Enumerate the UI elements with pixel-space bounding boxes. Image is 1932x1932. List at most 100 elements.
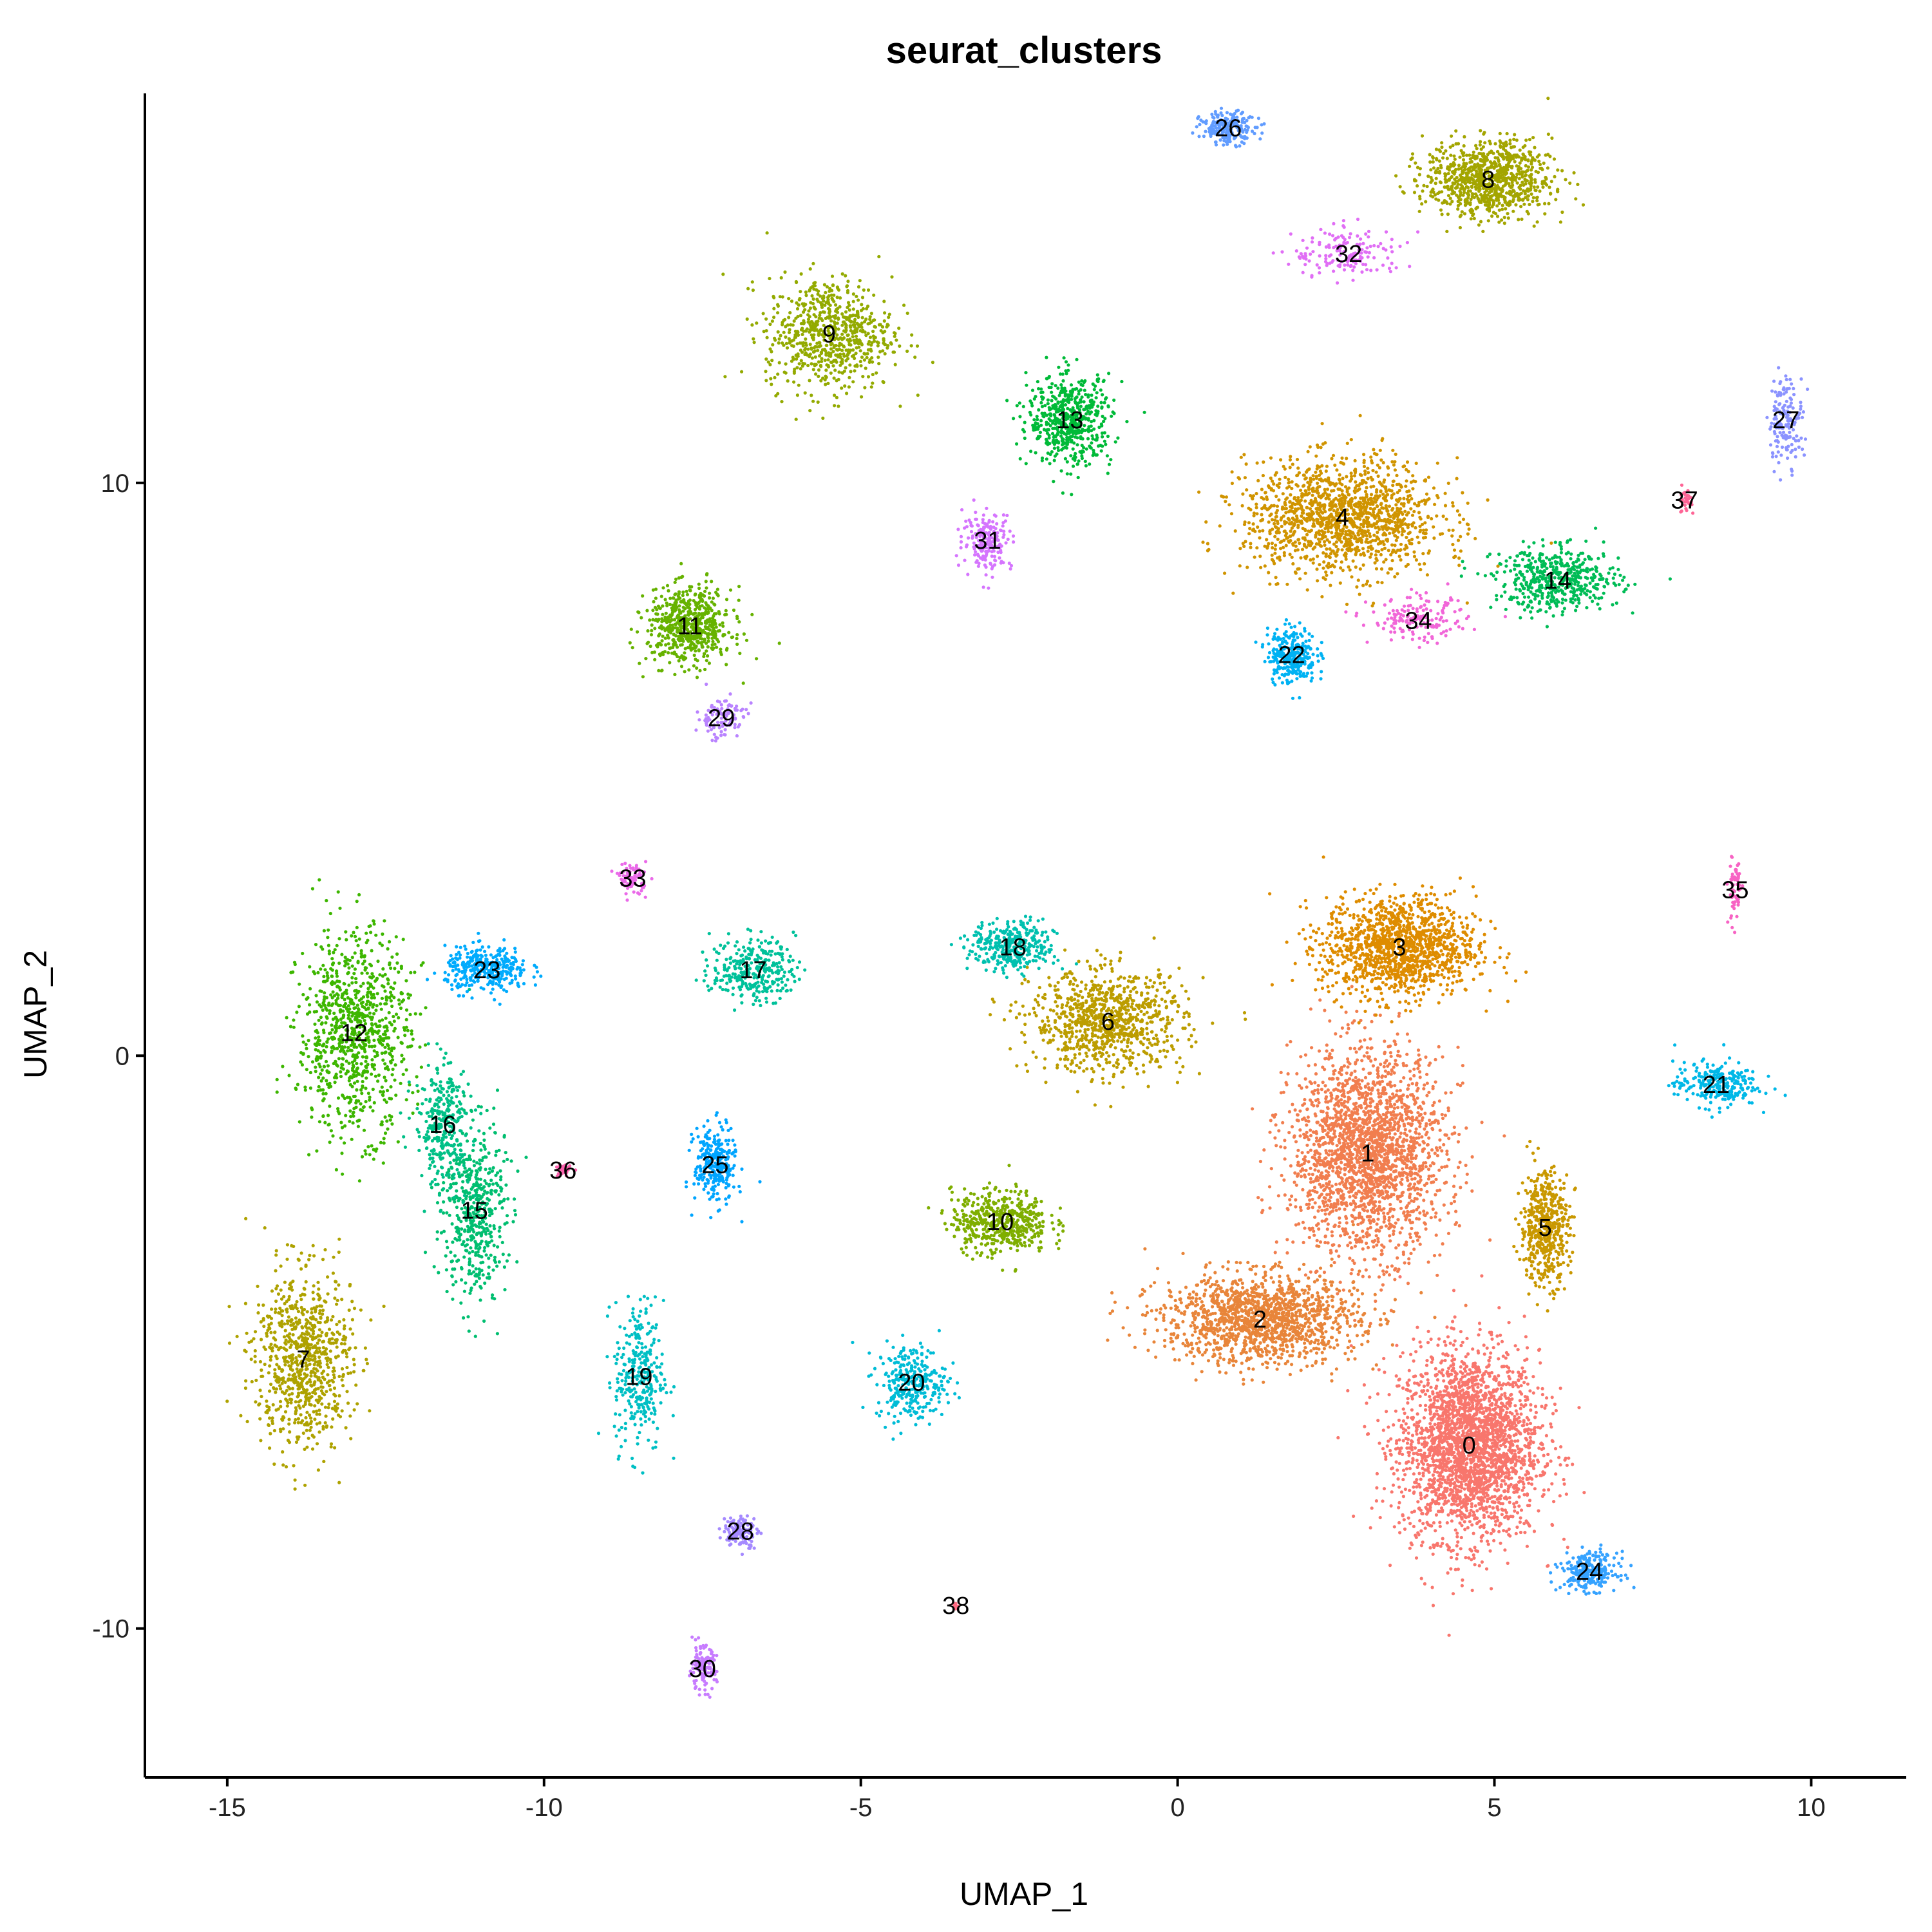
cluster-point (1379, 1177, 1384, 1180)
cluster-point (1496, 1508, 1500, 1511)
cluster-point (1321, 1110, 1325, 1113)
cluster-point (1472, 1420, 1475, 1424)
cluster-point (1309, 1128, 1312, 1132)
cluster-point (1438, 1425, 1442, 1429)
cluster-point (1428, 1502, 1432, 1506)
cluster-point (1419, 1431, 1423, 1435)
cluster-point (1322, 1204, 1327, 1208)
cluster-point (1251, 1107, 1255, 1111)
cluster-point (1382, 1273, 1386, 1276)
cluster-point (1332, 1224, 1337, 1228)
cluster-point (1387, 1439, 1390, 1443)
cluster-point (1480, 1560, 1484, 1564)
cluster-point (1434, 1177, 1438, 1181)
cluster-point (1529, 1403, 1533, 1406)
cluster-point (1457, 1480, 1461, 1484)
cluster-point (1274, 1113, 1278, 1117)
cluster-point (1463, 1466, 1467, 1470)
cluster-point (1432, 1459, 1435, 1464)
cluster-point (1335, 1144, 1339, 1148)
cluster-point (1447, 1633, 1451, 1637)
cluster-point (1433, 1436, 1437, 1440)
cluster-point (1325, 1185, 1329, 1189)
cluster-point (1493, 1470, 1497, 1474)
cluster-point (1388, 1448, 1392, 1453)
cluster-point (1378, 1169, 1382, 1173)
cluster-point (1291, 1103, 1294, 1106)
cluster-point (1433, 1412, 1437, 1416)
cluster-point (1420, 1436, 1424, 1440)
cluster-point (1507, 1533, 1511, 1537)
cluster-point (1394, 1093, 1398, 1097)
cluster-point (1450, 1419, 1454, 1423)
cluster-point (1499, 1541, 1502, 1545)
cluster-point (1354, 1105, 1358, 1109)
cluster-point (1298, 1206, 1303, 1209)
cluster-point (1311, 1173, 1314, 1177)
cluster-point (1307, 1226, 1311, 1230)
cluster-point (1384, 1135, 1388, 1139)
cluster-point (1432, 1427, 1435, 1431)
cluster-point (1299, 1169, 1303, 1173)
cluster-point (1218, 1356, 1222, 1359)
cluster-point (1431, 1103, 1435, 1108)
cluster-point (1441, 1459, 1445, 1463)
cluster-point (1399, 1446, 1403, 1450)
cluster-point (1432, 1545, 1436, 1549)
cluster-point (1406, 1460, 1410, 1464)
cluster-point (1460, 1584, 1464, 1587)
cluster-point (1431, 1604, 1435, 1607)
cluster-point (1325, 1182, 1329, 1186)
cluster-point (1479, 1383, 1483, 1387)
cluster-point (1539, 1361, 1542, 1365)
cluster-point (1386, 1083, 1390, 1086)
cluster-point (1408, 1546, 1412, 1550)
cluster-point (1441, 1242, 1444, 1246)
cluster-point (1426, 1341, 1430, 1345)
cluster-point (1320, 1350, 1324, 1354)
cluster-point (1344, 1179, 1348, 1182)
cluster-point (1403, 1110, 1408, 1113)
cluster-point (1493, 1448, 1497, 1452)
cluster-point (1522, 1419, 1526, 1423)
cluster-point (1369, 1194, 1373, 1198)
cluster-point (1341, 1197, 1345, 1201)
cluster-point (1434, 1211, 1438, 1215)
cluster-point (1331, 1234, 1334, 1238)
cluster-point (1415, 1217, 1419, 1220)
cluster-point (1274, 1123, 1278, 1127)
cluster-point (1329, 1195, 1332, 1199)
cluster-point (1526, 1382, 1530, 1386)
cluster-point (1365, 1046, 1369, 1050)
cluster-point (1491, 1474, 1495, 1478)
cluster-point (1289, 1164, 1293, 1168)
cluster-point (1336, 1077, 1340, 1081)
cluster-point (1493, 1495, 1497, 1499)
cluster-point (1397, 1012, 1401, 1016)
cluster-point (1369, 1198, 1373, 1202)
cluster-point (1504, 1482, 1508, 1486)
cluster-point (1452, 1200, 1457, 1204)
cluster-point (1466, 1526, 1470, 1530)
cluster-point (1429, 1216, 1433, 1220)
cluster-point (1396, 1218, 1400, 1222)
cluster-point (1540, 1392, 1544, 1397)
cluster-point (1313, 1163, 1317, 1168)
cluster-point (1323, 1057, 1327, 1061)
cluster-point (1442, 1450, 1446, 1454)
cluster-point (1472, 1389, 1476, 1393)
cluster-point (1406, 1426, 1410, 1430)
cluster-point (1496, 1472, 1500, 1477)
cluster-point (1352, 1514, 1356, 1518)
cluster-point (1536, 1386, 1540, 1390)
cluster-point (1529, 1408, 1533, 1412)
cluster-point (1443, 1113, 1447, 1117)
cluster-point (1352, 1199, 1356, 1203)
cluster-point (1409, 1160, 1413, 1164)
cluster-point (1369, 1130, 1374, 1134)
cluster-point (1434, 1387, 1438, 1390)
cluster-point (1492, 1454, 1495, 1457)
cluster-point (1352, 1130, 1356, 1134)
cluster-point (1385, 1059, 1388, 1063)
cluster-point (1406, 1179, 1410, 1182)
